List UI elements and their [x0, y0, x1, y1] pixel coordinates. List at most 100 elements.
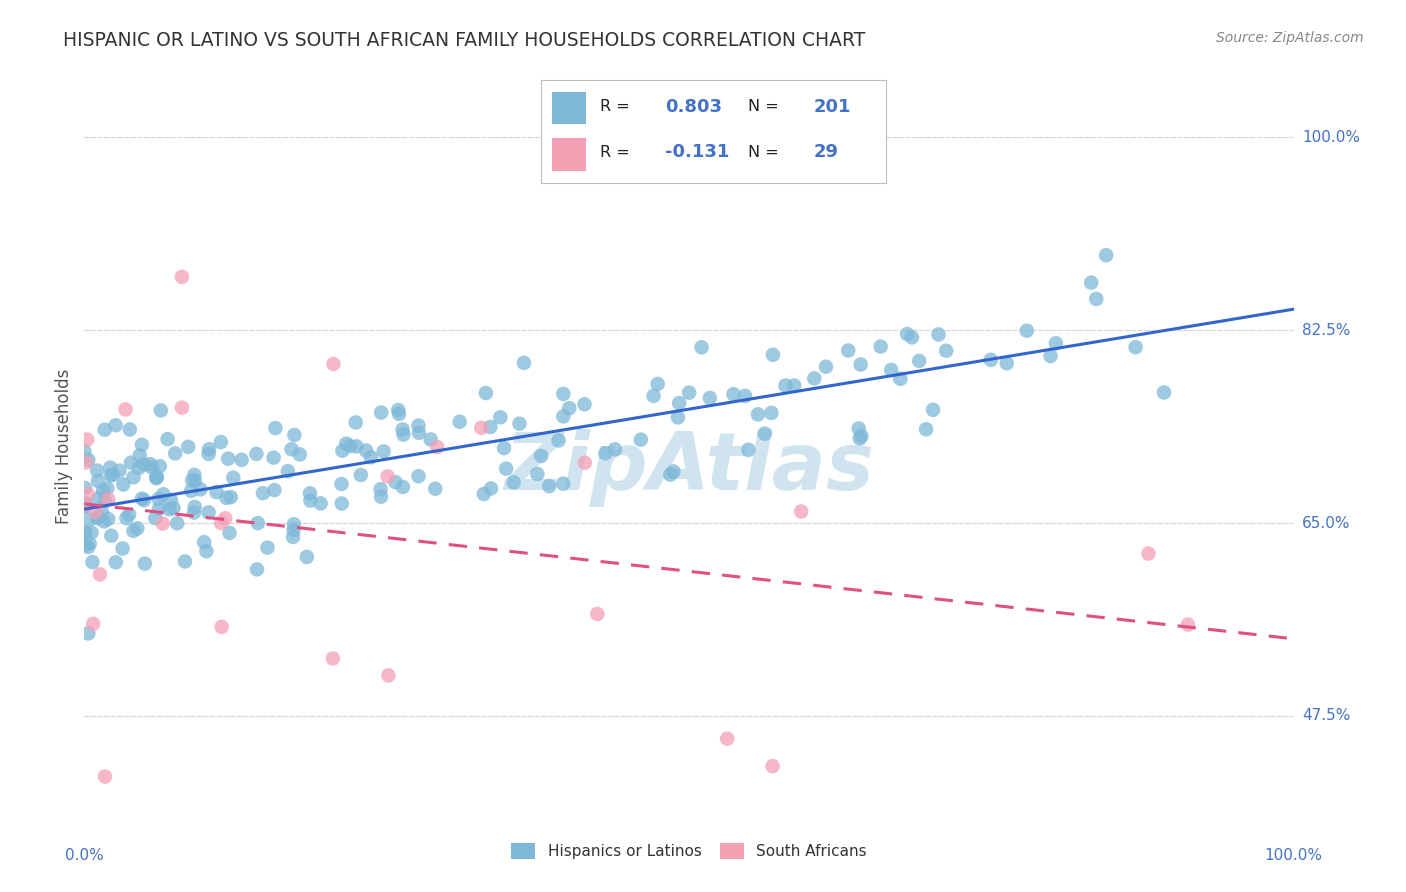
Legend: Hispanics or Latinos, South Africans: Hispanics or Latinos, South Africans [505, 837, 873, 865]
Point [747, 408, 769, 422]
Point [603, 442, 626, 457]
Point [494, 441, 516, 455]
Point [391, 423, 413, 437]
Point [377, 668, 399, 682]
Point [183, 467, 205, 482]
Point [322, 651, 344, 665]
Point [149, 403, 172, 417]
Point [77, 540, 100, 554]
Point [538, 479, 561, 493]
Point [195, 544, 218, 558]
Point [91, 505, 114, 519]
Point [246, 516, 269, 530]
Point [668, 396, 690, 410]
Text: 100.0%: 100.0% [1302, 130, 1360, 145]
Point [723, 387, 745, 401]
Text: 65.0%: 65.0% [1302, 516, 1350, 531]
Point [143, 511, 166, 525]
Point [183, 506, 205, 520]
Point [322, 357, 344, 371]
Point [508, 417, 530, 431]
Point [73, 498, 96, 512]
Point [156, 432, 179, 446]
Point [849, 431, 872, 445]
Point [115, 511, 138, 525]
Point [630, 433, 652, 447]
Point [666, 410, 689, 425]
Point [848, 421, 870, 435]
Point [184, 500, 207, 514]
Point [131, 438, 153, 452]
Point [837, 343, 859, 358]
Point [449, 415, 471, 429]
Point [180, 483, 202, 498]
Point [128, 461, 150, 475]
Point [330, 477, 353, 491]
Point [104, 418, 127, 433]
Point [1039, 349, 1062, 363]
Point [87, 491, 110, 506]
Point [851, 429, 873, 443]
Point [134, 557, 156, 571]
Point [132, 458, 155, 472]
Point [193, 535, 215, 549]
Point [425, 482, 447, 496]
Point [231, 453, 253, 467]
Point [73, 500, 96, 514]
Point [530, 449, 553, 463]
Point [152, 487, 174, 501]
Point [370, 482, 392, 496]
Point [370, 405, 392, 419]
Point [215, 491, 238, 505]
Point [97, 512, 120, 526]
Point [1095, 248, 1118, 262]
Point [108, 464, 131, 478]
Point [470, 421, 492, 435]
Point [332, 443, 354, 458]
Point [502, 475, 524, 490]
Point [734, 389, 756, 403]
Point [344, 416, 367, 430]
Point [252, 486, 274, 500]
Point [73, 537, 96, 551]
Point [690, 340, 713, 354]
Point [165, 446, 187, 460]
Point [73, 444, 96, 458]
Point [547, 434, 569, 448]
Point [790, 504, 813, 518]
Point [209, 435, 232, 450]
Point [1125, 340, 1147, 354]
Point [426, 440, 449, 454]
Point [197, 505, 219, 519]
Text: 201: 201 [814, 98, 851, 116]
Point [222, 470, 245, 484]
Point [209, 516, 232, 530]
Point [184, 473, 207, 487]
Point [475, 386, 498, 401]
Point [217, 451, 239, 466]
Point [495, 461, 517, 475]
Point [283, 517, 305, 532]
Point [392, 480, 415, 494]
Point [335, 436, 357, 450]
Point [75, 526, 97, 541]
Point [245, 447, 267, 461]
Point [889, 372, 911, 386]
Text: -0.131: -0.131 [665, 143, 730, 161]
Text: 82.5%: 82.5% [1302, 323, 1350, 338]
Text: 29: 29 [814, 143, 838, 161]
Point [128, 449, 150, 463]
Point [76, 433, 98, 447]
Point [659, 467, 682, 482]
Point [1153, 385, 1175, 400]
Point [392, 427, 415, 442]
Point [479, 482, 502, 496]
Point [141, 460, 163, 475]
Point [935, 343, 957, 358]
Point [384, 475, 406, 489]
Point [100, 529, 122, 543]
Text: R =: R = [600, 145, 634, 160]
Point [298, 486, 321, 500]
Point [76, 487, 98, 501]
Point [82, 616, 104, 631]
